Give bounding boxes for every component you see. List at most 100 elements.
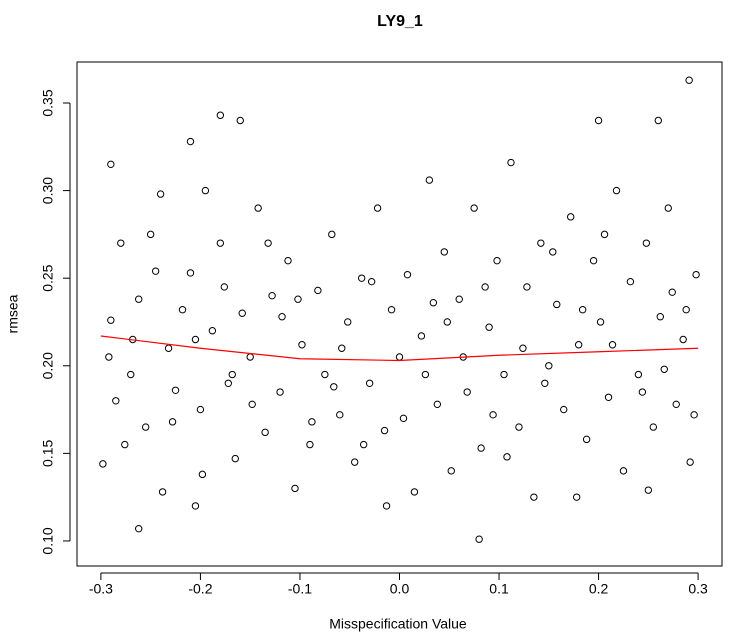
- point: [328, 230, 336, 239]
- point: [634, 370, 643, 379]
- point: [373, 204, 382, 212]
- point: [308, 418, 316, 426]
- point: [455, 295, 463, 303]
- x-tick-label: -0.1: [288, 581, 312, 597]
- point: [530, 493, 538, 501]
- point: [156, 190, 165, 198]
- point: [489, 411, 497, 419]
- point: [692, 270, 700, 279]
- point: [224, 379, 232, 387]
- point: [294, 295, 302, 303]
- y-tick-label: 0.25: [40, 264, 56, 291]
- point: [367, 277, 376, 286]
- point: [158, 488, 167, 496]
- x-tick-label: 0.3: [688, 581, 708, 597]
- chart-title: LY9_1: [377, 13, 423, 30]
- smooth-line: [100, 335, 699, 362]
- point: [545, 362, 553, 370]
- point: [425, 176, 434, 184]
- point: [338, 344, 346, 352]
- point: [191, 502, 200, 510]
- point: [198, 470, 207, 479]
- point: [380, 426, 389, 435]
- x-tick-label: -0.2: [188, 581, 212, 597]
- point: [208, 327, 217, 335]
- point: [447, 467, 455, 475]
- point: [477, 444, 485, 452]
- point: [685, 76, 693, 84]
- point: [523, 283, 531, 291]
- point: [306, 440, 314, 449]
- point: [105, 353, 113, 361]
- point: [191, 335, 200, 344]
- point: [201, 186, 210, 195]
- point: [321, 370, 329, 379]
- point: [686, 458, 694, 466]
- point: [99, 460, 107, 468]
- point: [660, 365, 668, 373]
- point: [216, 111, 225, 119]
- point: [146, 230, 155, 239]
- point: [433, 400, 442, 409]
- point: [261, 428, 269, 437]
- point: [440, 248, 448, 256]
- point: [656, 313, 664, 321]
- point: [608, 341, 617, 349]
- point: [582, 435, 591, 444]
- point: [382, 502, 391, 510]
- y-tick-label: 0.30: [40, 177, 56, 204]
- point: [560, 405, 568, 414]
- point: [164, 344, 173, 352]
- point: [121, 440, 129, 449]
- point: [507, 158, 515, 167]
- point: [682, 306, 690, 314]
- point: [500, 370, 508, 379]
- point: [572, 493, 581, 501]
- point: [357, 274, 366, 282]
- point: [600, 230, 609, 239]
- point: [236, 116, 244, 125]
- y-tick-label: 0.15: [40, 440, 56, 467]
- point: [596, 318, 605, 326]
- x-tick-label: -0.3: [89, 581, 113, 597]
- x-tick-label: 0.0: [390, 581, 410, 597]
- point: [429, 299, 438, 307]
- point: [284, 256, 292, 265]
- point: [485, 323, 493, 331]
- point: [567, 213, 575, 221]
- point: [178, 306, 187, 314]
- point: [264, 239, 272, 247]
- point: [642, 239, 651, 247]
- point: [117, 239, 125, 247]
- point: [107, 316, 115, 324]
- point: [549, 248, 557, 256]
- y-tick-label: 0.10: [40, 527, 56, 554]
- point: [626, 277, 635, 286]
- point: [216, 239, 225, 247]
- point: [238, 309, 246, 317]
- point: [515, 423, 523, 431]
- point: [668, 288, 676, 296]
- point: [365, 379, 374, 387]
- point: [231, 454, 239, 463]
- point: [654, 116, 662, 125]
- point: [417, 332, 426, 340]
- point: [475, 535, 483, 543]
- point: [291, 484, 299, 493]
- point: [679, 335, 687, 344]
- plot-box: [76, 61, 723, 567]
- point: [186, 269, 195, 277]
- point: [141, 423, 150, 431]
- y-tick-label: 0.20: [40, 352, 56, 379]
- point: [387, 306, 396, 314]
- point: [553, 300, 561, 309]
- point: [186, 137, 195, 146]
- y-axis-label: rmsea: [5, 294, 21, 333]
- point: [481, 283, 489, 291]
- point: [196, 405, 205, 414]
- point: [359, 440, 368, 449]
- point: [135, 295, 143, 303]
- point: [330, 383, 338, 391]
- point: [228, 370, 236, 379]
